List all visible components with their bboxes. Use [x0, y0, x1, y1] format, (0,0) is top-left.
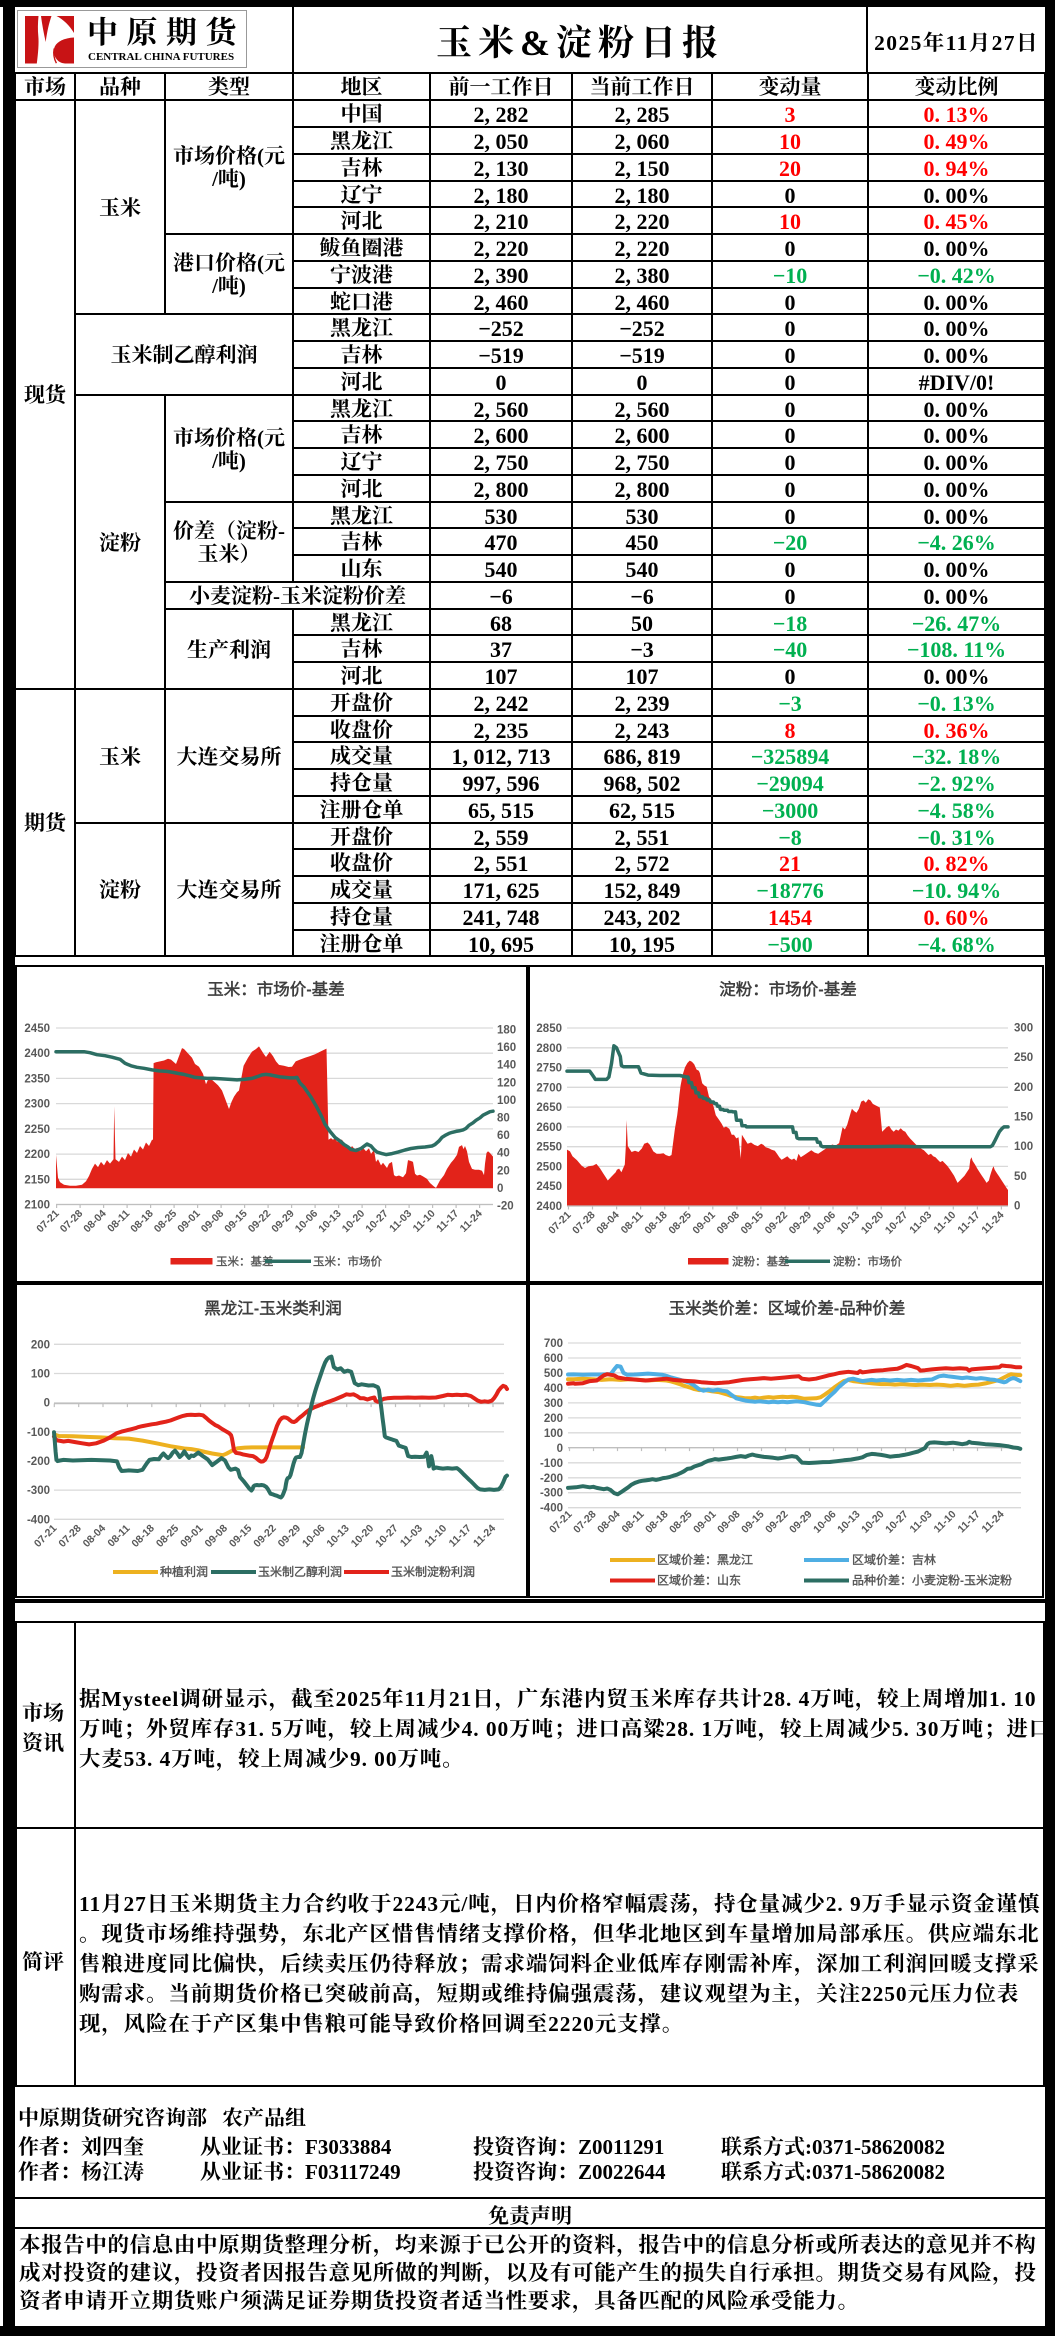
svg-text:-300: -300 [27, 1485, 50, 1497]
svg-text:120: 120 [497, 1077, 516, 1089]
svg-text:区域价差：吉林: 区域价差：吉林 [852, 1551, 936, 1568]
svg-text:50: 50 [1014, 1171, 1027, 1183]
svg-text:种植利润: 种植利润 [159, 1563, 208, 1580]
svg-text:250: 250 [1014, 1052, 1033, 1064]
svg-text:-400: -400 [27, 1514, 50, 1526]
svg-text:140: 140 [497, 1060, 516, 1072]
svg-text:玉米：市场价: 玉米：市场价 [313, 1254, 382, 1270]
svg-text:200: 200 [544, 1413, 563, 1425]
svg-text:2400: 2400 [536, 1201, 562, 1213]
svg-text:玉米制淀粉利润: 玉米制淀粉利润 [391, 1563, 475, 1580]
svg-text:区域价差：山东: 区域价差：山东 [657, 1572, 741, 1589]
svg-text:2700: 2700 [536, 1082, 562, 1094]
svg-text:100: 100 [497, 1095, 516, 1107]
svg-text:160: 160 [497, 1042, 516, 1054]
svg-text:0: 0 [557, 1443, 563, 1455]
svg-text:2650: 2650 [536, 1102, 562, 1114]
svg-text:2300: 2300 [24, 1099, 50, 1111]
svg-text:区域价差：黑龙江: 区域价差：黑龙江 [657, 1551, 753, 1568]
svg-text:玉米类价差：区域价差-品种价差: 玉米类价差：区域价差-品种价差 [669, 1295, 906, 1319]
svg-text:玉米：市场价-基差: 玉米：市场价-基差 [207, 976, 345, 1000]
svg-text:玉米制乙醇利润: 玉米制乙醇利润 [258, 1563, 342, 1580]
svg-text:0: 0 [497, 1183, 503, 1195]
svg-text:40: 40 [497, 1148, 510, 1160]
svg-text:2450: 2450 [536, 1181, 562, 1193]
svg-text:2850: 2850 [536, 1023, 562, 1035]
svg-text:-20: -20 [497, 1201, 514, 1213]
svg-text:2400: 2400 [24, 1048, 50, 1060]
svg-text:0: 0 [44, 1398, 50, 1410]
svg-text:150: 150 [1014, 1112, 1033, 1124]
svg-text:2750: 2750 [536, 1063, 562, 1075]
svg-text:2200: 2200 [24, 1149, 50, 1161]
svg-text:100: 100 [31, 1369, 50, 1381]
svg-text:2550: 2550 [536, 1142, 562, 1154]
svg-text:80: 80 [497, 1113, 510, 1125]
svg-text:2350: 2350 [24, 1073, 50, 1085]
svg-text:300: 300 [544, 1398, 563, 1410]
svg-text:20: 20 [497, 1165, 510, 1177]
svg-text:700: 700 [544, 1338, 563, 1350]
svg-text:100: 100 [1014, 1141, 1033, 1153]
svg-text:2250: 2250 [24, 1124, 50, 1136]
svg-text:400: 400 [544, 1383, 563, 1395]
svg-text:500: 500 [544, 1368, 563, 1380]
svg-text:100: 100 [544, 1428, 563, 1440]
svg-text:600: 600 [544, 1353, 563, 1365]
svg-text:-400: -400 [540, 1503, 563, 1515]
svg-text:玉米：基差: 玉米：基差 [216, 1254, 274, 1270]
svg-text:淀粉：市场价-基差: 淀粉：市场价-基差 [719, 976, 857, 1000]
svg-text:300: 300 [1014, 1023, 1033, 1035]
svg-text:-100: -100 [540, 1458, 563, 1470]
svg-text:-300: -300 [540, 1488, 563, 1500]
svg-text:180: 180 [497, 1025, 516, 1037]
svg-text:60: 60 [497, 1130, 510, 1142]
svg-text:2500: 2500 [536, 1161, 562, 1173]
svg-text:200: 200 [31, 1339, 50, 1351]
svg-text:淀粉：市场价: 淀粉：市场价 [833, 1254, 902, 1270]
svg-text:0: 0 [1014, 1201, 1020, 1213]
svg-text:-200: -200 [540, 1473, 563, 1485]
svg-text:-200: -200 [27, 1456, 50, 1468]
svg-text:淀粉：基差: 淀粉：基差 [732, 1254, 790, 1270]
svg-text:2600: 2600 [536, 1122, 562, 1134]
svg-text:-100: -100 [27, 1427, 50, 1439]
svg-text:黑龙江-玉米类利润: 黑龙江-玉米类利润 [204, 1295, 342, 1319]
svg-text:2450: 2450 [24, 1023, 50, 1035]
svg-text:2100: 2100 [24, 1200, 50, 1212]
svg-text:品种价差：小麦淀粉-玉米淀粉: 品种价差：小麦淀粉-玉米淀粉 [852, 1572, 1012, 1589]
svg-text:2150: 2150 [24, 1174, 50, 1186]
svg-text:200: 200 [1014, 1082, 1033, 1094]
svg-text:2800: 2800 [536, 1043, 562, 1055]
